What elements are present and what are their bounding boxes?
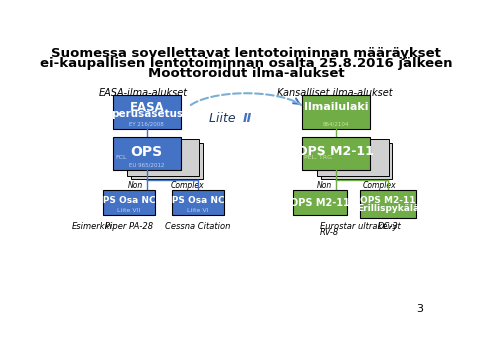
Text: EASA: EASA <box>130 101 164 114</box>
Text: Liite VI: Liite VI <box>187 208 209 213</box>
Text: EY 216/2008: EY 216/2008 <box>130 121 164 126</box>
Text: RV-8: RV-8 <box>320 228 339 237</box>
Text: EASA-ilma-alukset: EASA-ilma-alukset <box>99 88 188 98</box>
Text: Liite VII: Liite VII <box>117 208 141 213</box>
Bar <box>292 190 347 215</box>
Text: OPS M2-11: OPS M2-11 <box>360 197 416 206</box>
Text: OPS M2-11: OPS M2-11 <box>290 198 349 208</box>
Text: Jne....: Jne.... <box>133 148 151 153</box>
Bar <box>113 95 181 130</box>
Text: Jne....: Jne.... <box>324 148 341 153</box>
Text: PEL, TRG: PEL, TRG <box>304 155 332 160</box>
Text: ei-kaupallisen lentotoiminnan osalta 25.8.2016 jälkeen: ei-kaupallisen lentotoiminnan osalta 25.… <box>40 57 452 70</box>
Bar <box>127 139 199 176</box>
Text: OPS: OPS <box>131 145 163 159</box>
Text: Erillispykälä: Erillispykälä <box>357 204 419 213</box>
Bar <box>113 137 181 170</box>
Bar <box>302 137 370 170</box>
Bar <box>360 189 416 218</box>
Text: FCL: FCL <box>115 155 127 160</box>
Text: perusasetus: perusasetus <box>111 109 183 120</box>
Text: Cessna Citation: Cessna Citation <box>165 222 230 231</box>
Bar <box>302 95 370 130</box>
Text: OPS Osa NCC: OPS Osa NCC <box>164 197 231 206</box>
Text: Complex: Complex <box>171 181 204 190</box>
Text: Suomessa sovellettavat lentotoiminnan määräykset: Suomessa sovellettavat lentotoiminnan mä… <box>51 47 441 60</box>
Bar <box>317 139 389 176</box>
Text: AIR: AIR <box>320 144 330 149</box>
Text: Moottoroidut ilma-alukset: Moottoroidut ilma-alukset <box>148 67 344 80</box>
Text: Lentokelpoisuus: Lentokelpoisuus <box>130 144 180 149</box>
Text: Liite: Liite <box>209 112 240 125</box>
Text: DC-3: DC-3 <box>377 222 398 231</box>
Text: Complex: Complex <box>362 181 396 190</box>
Bar <box>172 190 224 215</box>
Text: 864/2104: 864/2104 <box>323 121 349 126</box>
Text: Kansalliset ilma-alukset: Kansalliset ilma-alukset <box>277 88 393 98</box>
Text: Non
complex: Non complex <box>300 181 332 201</box>
Text: Ilmailulaki: Ilmailulaki <box>304 103 368 112</box>
Text: EU 965/2012: EU 965/2012 <box>129 162 165 167</box>
Text: Esimerkki:: Esimerkki: <box>72 222 115 231</box>
Text: Non
complex: Non complex <box>110 181 143 201</box>
Text: OPS Osa NCO: OPS Osa NCO <box>95 197 163 206</box>
Text: Eurostar ultrakevyt: Eurostar ultrakevyt <box>320 222 400 231</box>
Bar <box>321 143 393 180</box>
Text: 3: 3 <box>416 304 423 314</box>
Bar <box>103 190 156 215</box>
Text: II: II <box>243 112 252 125</box>
Bar <box>132 143 203 180</box>
Text: Piper PA-28: Piper PA-28 <box>105 222 153 231</box>
Text: OPS M2-11: OPS M2-11 <box>298 145 374 158</box>
